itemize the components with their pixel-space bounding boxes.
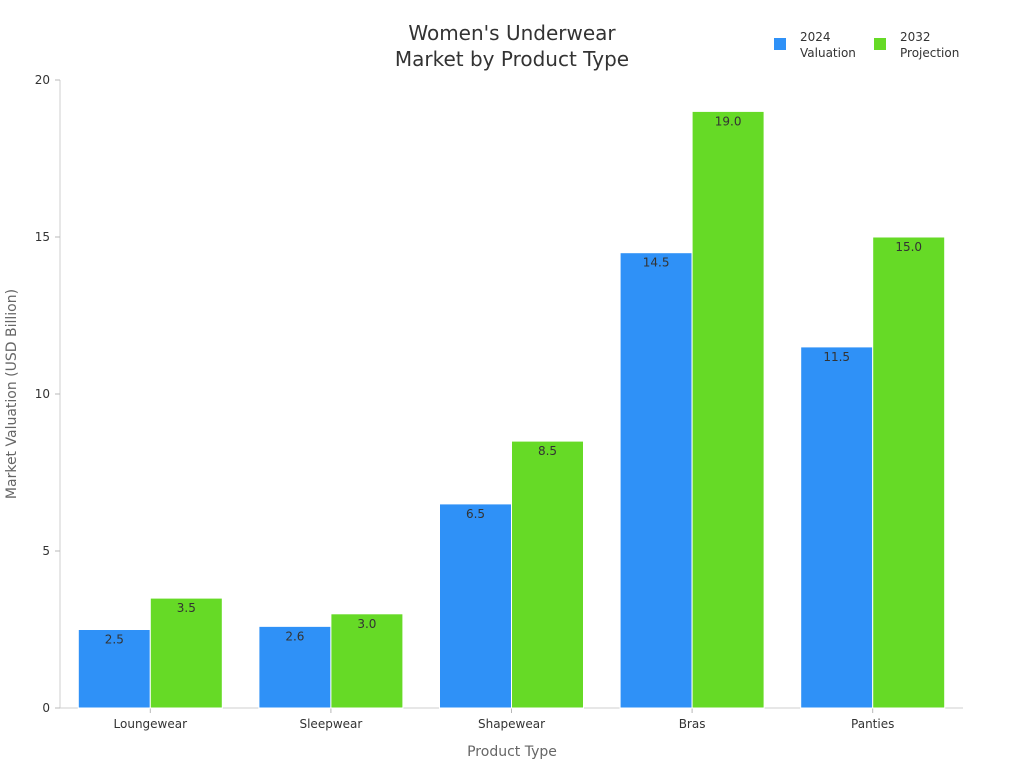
x-tick-label-bras: Bras (679, 717, 706, 731)
chart-title: Women's Underwear Market by Product Type (395, 21, 629, 71)
bar-label-bras-2024: 14.5 (643, 256, 670, 270)
bar-bras-2024 (619, 252, 693, 709)
y-tick-label-3: 15 (35, 230, 50, 244)
x-tick-label-sleepwear: Sleepwear (299, 717, 362, 731)
x-tick-label-panties: Panties (851, 717, 894, 731)
plot-area: 0 5 10 15 20 Loungewear 2.5 3.5 Sleepwear 2.6 3.0 S… (35, 73, 963, 731)
x-axis-title: Product Type (467, 744, 557, 760)
bar-panties-2024 (800, 346, 874, 709)
y-tick-label-2: 10 (35, 387, 50, 401)
bar-label-loungewear-2032: 3.5 (177, 601, 196, 615)
legend-label-2024-line-2: Valuation (800, 46, 856, 60)
legend-label-2032-line-1: 2032 (900, 30, 931, 44)
bar-label-loungewear-2024: 2.5 (105, 633, 124, 647)
y-axis-title: Market Valuation (USD Billion) (4, 289, 20, 499)
x-tick-label-shapewear: Shapewear (478, 717, 545, 731)
legend-swatch-2032 (874, 38, 886, 50)
bar-sleepwear-2032 (330, 613, 404, 709)
bar-label-panties-2032: 15.0 (895, 240, 922, 254)
bar-label-shapewear-2032: 8.5 (538, 444, 557, 458)
y-tick-label-4: 20 (35, 73, 50, 87)
chart-title-line-1: Women's Underwear (408, 21, 616, 45)
legend-label-2024-line-1: 2024 (800, 30, 831, 44)
bar-label-sleepwear-2024: 2.6 (285, 629, 304, 643)
bar-label-sleepwear-2032: 3.0 (357, 617, 376, 631)
y-tick-label-1: 5 (42, 544, 50, 558)
bar-label-bras-2032: 19.0 (715, 114, 742, 128)
legend-swatch-2024 (774, 38, 786, 50)
bar-loungewear-2024 (77, 629, 151, 709)
legend-label-2032-line-2: Projection (900, 46, 959, 60)
bar-sleepwear-2024 (258, 625, 332, 709)
chart-title-line-2: Market by Product Type (395, 47, 629, 71)
y-tick-label-0: 0 (42, 701, 50, 715)
bar-label-shapewear-2024: 6.5 (466, 507, 485, 521)
bar-shapewear-2024 (439, 503, 512, 709)
bar-panties-2032 (872, 236, 946, 709)
bar-label-panties-2024: 11.5 (823, 350, 850, 364)
legend: 2024 Valuation 2032 Projection (774, 30, 959, 60)
x-tick-label-loungewear: Loungewear (114, 717, 188, 731)
bar-shapewear-2032 (511, 440, 584, 709)
bar-loungewear-2032 (149, 597, 223, 709)
bar-bras-2032 (691, 110, 765, 709)
